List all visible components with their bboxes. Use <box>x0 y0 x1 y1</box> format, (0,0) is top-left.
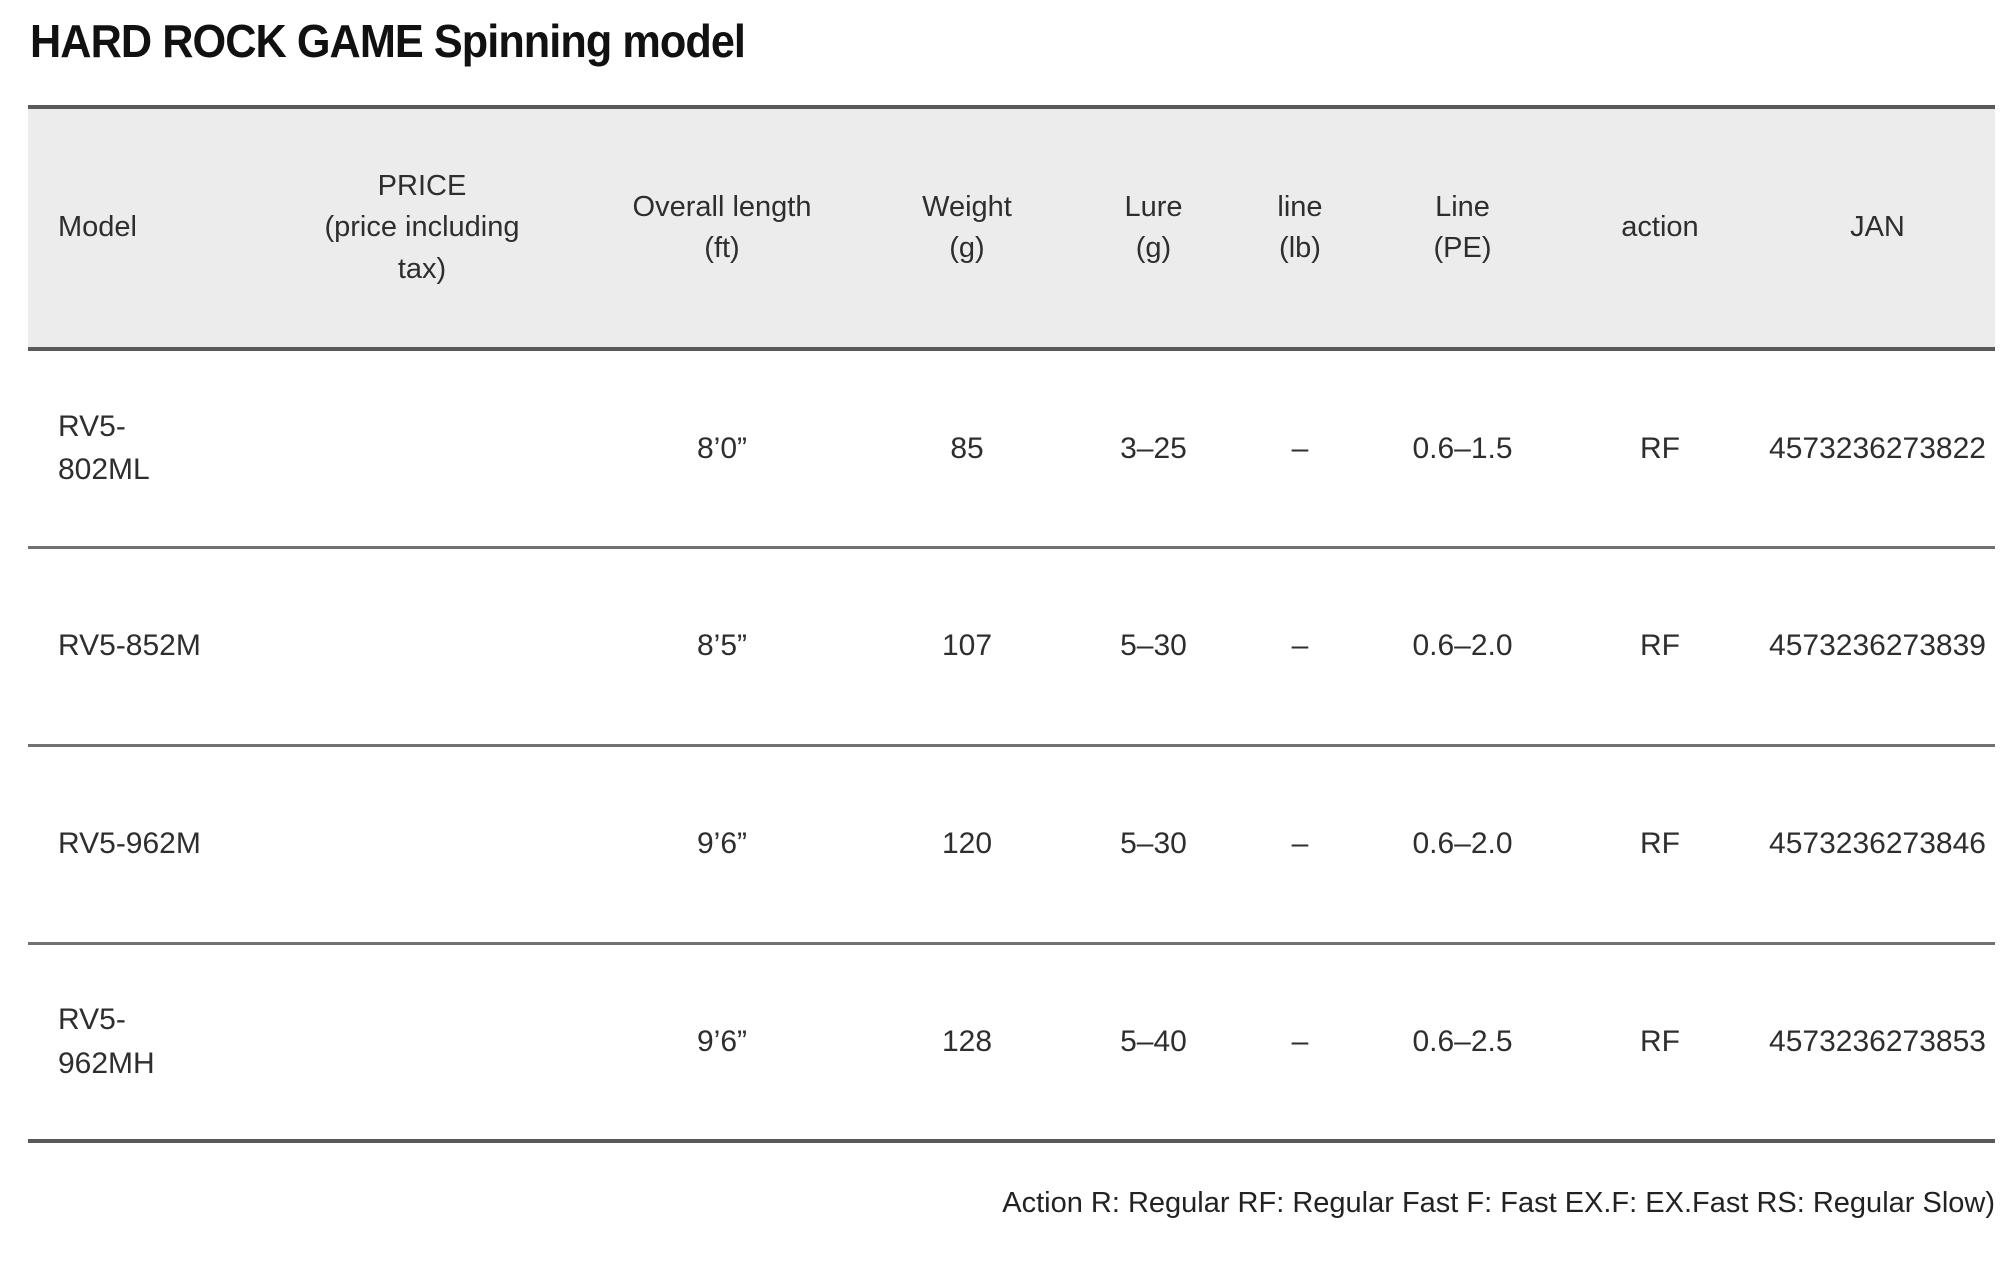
cell-line-pe: 0.6–2.0 <box>1365 745 1560 945</box>
cell-jan: 4573236273846 <box>1760 745 1995 945</box>
cell-jan: 4573236273839 <box>1760 547 1995 747</box>
cell-weight: 85 <box>862 349 1072 549</box>
cell-overall-length: 9’6” <box>582 745 862 945</box>
column-header-action: action <box>1560 105 1760 351</box>
cell-lure: 5–30 <box>1072 745 1235 945</box>
column-header-jan: JAN <box>1760 105 1995 351</box>
cell-price <box>262 547 582 747</box>
cell-line-pe: 0.6–2.0 <box>1365 547 1560 747</box>
cell-line-lb: – <box>1235 943 1365 1143</box>
table-row: RV5- 962MH 9’6” 128 5–40 – 0.6–2.5 RF 45… <box>28 943 1995 1143</box>
spec-table: Model PRICE (price including tax) Overal… <box>28 105 1995 1143</box>
cell-model: RV5- 962MH <box>28 943 262 1143</box>
table-row: RV5-962M 9’6” 120 5–30 – 0.6–2.0 RF 4573… <box>28 745 1995 945</box>
cell-jan: 4573236273853 <box>1760 943 1995 1143</box>
cell-action: RF <box>1560 349 1760 549</box>
cell-lure: 3–25 <box>1072 349 1235 549</box>
column-header-line-pe: Line (PE) <box>1365 105 1560 351</box>
spec-table-container: Model PRICE (price including tax) Overal… <box>28 105 1995 1143</box>
table-row: RV5- 802ML 8’0” 85 3–25 – 0.6–1.5 RF 457… <box>28 349 1995 549</box>
cell-price <box>262 349 582 549</box>
cell-jan: 4573236273822 <box>1760 349 1995 549</box>
cell-line-lb: – <box>1235 745 1365 945</box>
cell-model: RV5-852M <box>28 547 262 747</box>
page-title: HARD ROCK GAME Spinning model <box>30 15 746 67</box>
column-header-model: Model <box>28 105 262 351</box>
cell-action: RF <box>1560 943 1760 1143</box>
column-header-weight: Weight (g) <box>862 105 1072 351</box>
column-header-price: PRICE (price including tax) <box>262 105 582 351</box>
cell-overall-length: 8’0” <box>582 349 862 549</box>
cell-line-pe: 0.6–2.5 <box>1365 943 1560 1143</box>
header-row: Model PRICE (price including tax) Overal… <box>28 105 1995 351</box>
spec-sheet-page: HARD ROCK GAME Spinning model Model PRIC… <box>0 14 2000 1269</box>
cell-line-lb: – <box>1235 547 1365 747</box>
cell-line-lb: – <box>1235 349 1365 549</box>
cell-lure: 5–40 <box>1072 943 1235 1143</box>
cell-overall-length: 9’6” <box>582 943 862 1143</box>
cell-action: RF <box>1560 547 1760 747</box>
column-header-line-lb: line (lb) <box>1235 105 1365 351</box>
cell-price <box>262 745 582 945</box>
table-row: RV5-852M 8’5” 107 5–30 – 0.6–2.0 RF 4573… <box>28 547 1995 747</box>
cell-price <box>262 943 582 1143</box>
cell-model: RV5- 802ML <box>28 349 262 549</box>
cell-overall-length: 8’5” <box>582 547 862 747</box>
cell-model: RV5-962M <box>28 745 262 945</box>
cell-weight: 107 <box>862 547 1072 747</box>
cell-line-pe: 0.6–1.5 <box>1365 349 1560 549</box>
cell-action: RF <box>1560 745 1760 945</box>
action-legend-footnote: Action R: Regular RF: Regular Fast F: Fa… <box>1002 1187 1995 1219</box>
column-header-overall-length: Overall length (ft) <box>582 105 862 351</box>
cell-weight: 120 <box>862 745 1072 945</box>
column-header-lure: Lure (g) <box>1072 105 1235 351</box>
cell-weight: 128 <box>862 943 1072 1143</box>
cell-lure: 5–30 <box>1072 547 1235 747</box>
